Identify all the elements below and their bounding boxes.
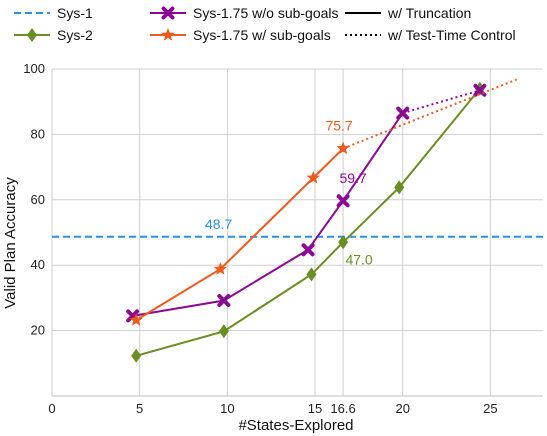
x-tick-label: 10 (220, 401, 234, 416)
y-tick-label: 80 (31, 126, 45, 141)
legend: Sys-1 Sys-1.75 w/o sub-goals w/ Truncation… (14, 5, 516, 43)
point-sys-2 (218, 324, 229, 339)
legend-marker (161, 6, 175, 20)
legend-label: Sys-1 (57, 5, 93, 21)
marker-x-stroke (161, 6, 175, 20)
x-tick-label: 15 (308, 401, 322, 416)
y-tick-label: 100 (23, 61, 45, 76)
x-tick-label: 25 (483, 401, 497, 416)
legend-label: Sys-2 (57, 27, 93, 43)
point-sys-2 (338, 235, 349, 250)
point-sys-2 (131, 348, 142, 363)
point-sys-2 (394, 180, 405, 195)
marker-x-stroke (126, 309, 140, 323)
marker-x-stroke (301, 243, 315, 257)
point-sys-1-75-w-o-sub-goals (336, 194, 350, 208)
point-sys-1-75-w-o-sub-goals (396, 106, 410, 120)
data-label: 59.7 (339, 170, 366, 186)
series-dotted-sys-1-75-w-sub-goals (342, 78, 518, 150)
series-layer (52, 78, 543, 363)
y-tick-label: 40 (31, 257, 45, 272)
legend-label: w/ Truncation (387, 5, 471, 21)
legend-marker (161, 28, 175, 41)
legend-item: w/ Truncation (345, 5, 471, 21)
legend-item: w/ Test-Time Control (345, 27, 516, 43)
legend-label: Sys-1.75 w/o sub-goals (193, 5, 339, 21)
point-sys-2 (306, 267, 317, 282)
series-line-sys-1-75-w-o-sub-goals (132, 112, 404, 317)
x-tick-label: 5 (136, 401, 143, 416)
series-line-sys-1-75-w-sub-goals (135, 147, 344, 321)
legend-label: Sys-1.75 w/ sub-goals (193, 27, 331, 43)
legend-item: Sys-1 (14, 5, 93, 21)
legend-item: Sys-2 (14, 27, 93, 43)
series-dotted-sys-1-75-w-o-sub-goals (402, 89, 481, 115)
annotations: 48.7 75.7 59.7 47.0 (205, 117, 373, 267)
data-label: 48.7 (205, 216, 232, 232)
y-tick-label: 20 (31, 323, 45, 338)
legend-marker (27, 28, 37, 42)
legend-item: Sys-1.75 w/ sub-goals (150, 27, 331, 43)
point-sys-1-75-w-o-sub-goals (301, 243, 315, 257)
data-label: 75.7 (325, 117, 352, 133)
tick-labels: 0 5 10 15 16.6 20 25 20 40 60 80 100 (23, 61, 497, 416)
point-sys-1-75-w-sub-goals (336, 141, 350, 155)
marker-x-stroke (473, 83, 487, 97)
y-tick-label: 60 (31, 192, 45, 207)
marker-x-stroke (336, 194, 350, 208)
marker-x-stroke (217, 294, 231, 308)
point-sys-1-75-w-sub-goals (306, 170, 320, 184)
legend-label: w/ Test-Time Control (387, 27, 516, 43)
x-tick-label: 16.6 (330, 401, 355, 416)
gridlines (51, 68, 543, 397)
point-sys-1-75-w-sub-goals (129, 313, 143, 326)
point-sys-1-75-w-o-sub-goals (217, 294, 231, 308)
marker-x-stroke (396, 106, 410, 120)
legend-item: Sys-1.75 w/o sub-goals (150, 5, 339, 21)
x-axis-label: #States-Explored (238, 417, 353, 434)
x-tick-label: 20 (395, 401, 409, 416)
data-label: 47.0 (345, 251, 372, 267)
series-line-sys-2 (135, 87, 481, 357)
point-sys-1-75-w-sub-goals (213, 262, 227, 275)
y-axis-label: Valid Plan Accuracy (2, 177, 19, 309)
x-tick-label: 0 (48, 401, 55, 416)
